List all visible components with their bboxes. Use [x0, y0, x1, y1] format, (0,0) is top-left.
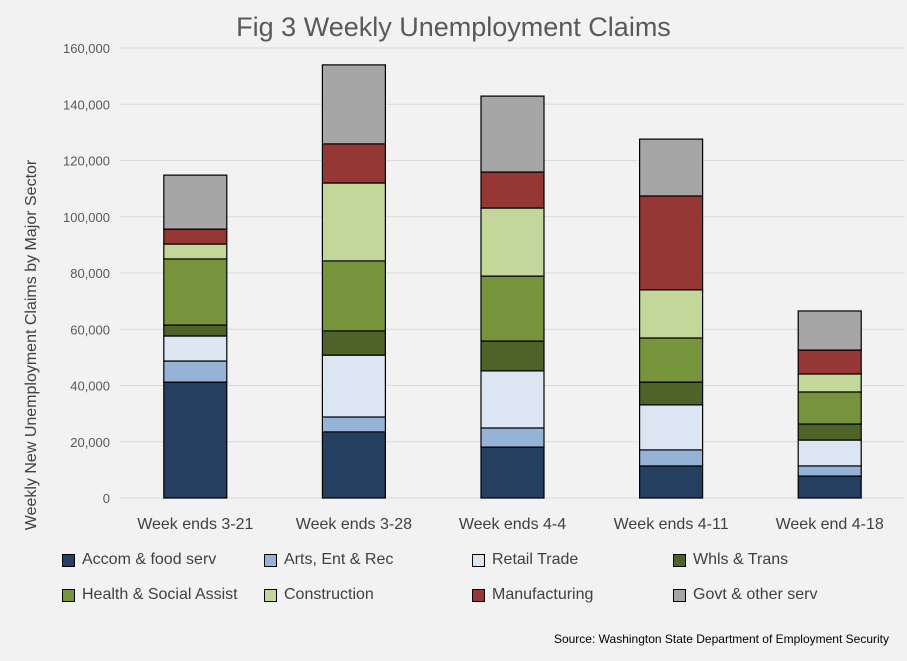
bar-segment [321, 260, 386, 332]
legend-label: Accom & food serv [82, 551, 217, 568]
bar-segment [321, 182, 386, 262]
bar-segment [321, 431, 386, 499]
legend-swatch [673, 588, 686, 602]
legend-label: Health & Social Assist [82, 586, 238, 603]
legend-item: Retail Trade [472, 551, 578, 569]
y-tick-label: 120,000 [63, 154, 110, 169]
legend-swatch [472, 588, 485, 602]
x-tick-label: Week ends 4-4 [459, 516, 566, 533]
legend-swatch [472, 553, 485, 567]
bar-segment [638, 289, 704, 339]
legend-label: Retail Trade [492, 551, 579, 568]
bar-segment [480, 370, 545, 429]
legend-item: Construction [264, 586, 374, 604]
legend-item: Health & Social Assist [62, 586, 238, 604]
bar-segment [480, 427, 545, 448]
y-tick-label: 100,000 [63, 210, 110, 225]
bar-segment [163, 335, 228, 362]
x-tick-label: Week ends 3-28 [296, 516, 412, 533]
legend-label: Govt & other serv [693, 586, 818, 603]
y-tick-label: 0 [103, 491, 110, 506]
legend-swatch [62, 553, 75, 567]
bar-segment [321, 416, 386, 433]
bar-segment [638, 337, 704, 383]
bar-segment [797, 439, 862, 467]
legend-item: Accom & food serv [62, 551, 216, 569]
bar-segment [797, 310, 862, 351]
bar-segment [480, 340, 545, 372]
legend-item: Whls & Trans [673, 551, 788, 569]
bar-segment [163, 228, 228, 245]
bar-segment [321, 64, 386, 145]
y-tick-label: 80,000 [70, 266, 110, 281]
bar-segment [797, 349, 862, 375]
y-tick-label: 160,000 [63, 41, 110, 56]
legend-label: Arts, Ent & Rec [284, 551, 394, 568]
legend-label: Whls & Trans [693, 551, 789, 568]
y-tick-label: 140,000 [63, 97, 110, 112]
bar-segment [480, 207, 545, 277]
y-tick-label: 20,000 [70, 435, 110, 450]
bar-segment [480, 275, 545, 342]
bar-segment [480, 171, 545, 209]
bar-segment [163, 324, 228, 337]
bar-segment [638, 195, 704, 291]
y-tick-label: 40,000 [70, 379, 110, 394]
bar-segment [797, 465, 862, 477]
bar-segment [638, 404, 704, 451]
legend-label: Manufacturing [492, 586, 594, 603]
bar-segment [797, 373, 862, 393]
y-tick-label: 60,000 [70, 322, 110, 337]
bar-segment [797, 475, 862, 499]
chart-title: Fig 3 Weekly Unemployment Claims [236, 12, 671, 42]
bar-segment [163, 360, 228, 383]
bar-segment [321, 354, 386, 418]
bar-segment [638, 449, 704, 467]
bar-segment [797, 391, 862, 425]
bar-segment [163, 243, 228, 260]
bar-segment [638, 138, 704, 197]
bar-segment [480, 95, 545, 173]
x-tick-label: Week ends 4-11 [614, 516, 729, 533]
bar-segment [321, 143, 386, 184]
bar-segment [163, 381, 228, 499]
legend-swatch [264, 553, 277, 567]
legend-item: Govt & other serv [673, 586, 818, 604]
legend-item: Arts, Ent & Rec [264, 551, 393, 569]
legend-item: Manufacturing [472, 586, 593, 604]
legend-swatch [264, 588, 277, 602]
bar-segment [797, 423, 862, 441]
bar-segment [480, 446, 545, 499]
legend-swatch [62, 588, 75, 602]
bar-segment [163, 174, 228, 230]
bar-segment [321, 330, 386, 356]
source-note: Source: Washington State Department of E… [553, 632, 889, 646]
legend-swatch [673, 553, 686, 567]
bar-segment [638, 381, 704, 406]
x-tick-label: Week ends 3-21 [137, 516, 253, 533]
legend-label: Construction [284, 586, 374, 603]
bar-segment [638, 465, 704, 499]
bar-segment [163, 258, 228, 326]
x-tick-label: Week end 4-18 [776, 516, 884, 533]
